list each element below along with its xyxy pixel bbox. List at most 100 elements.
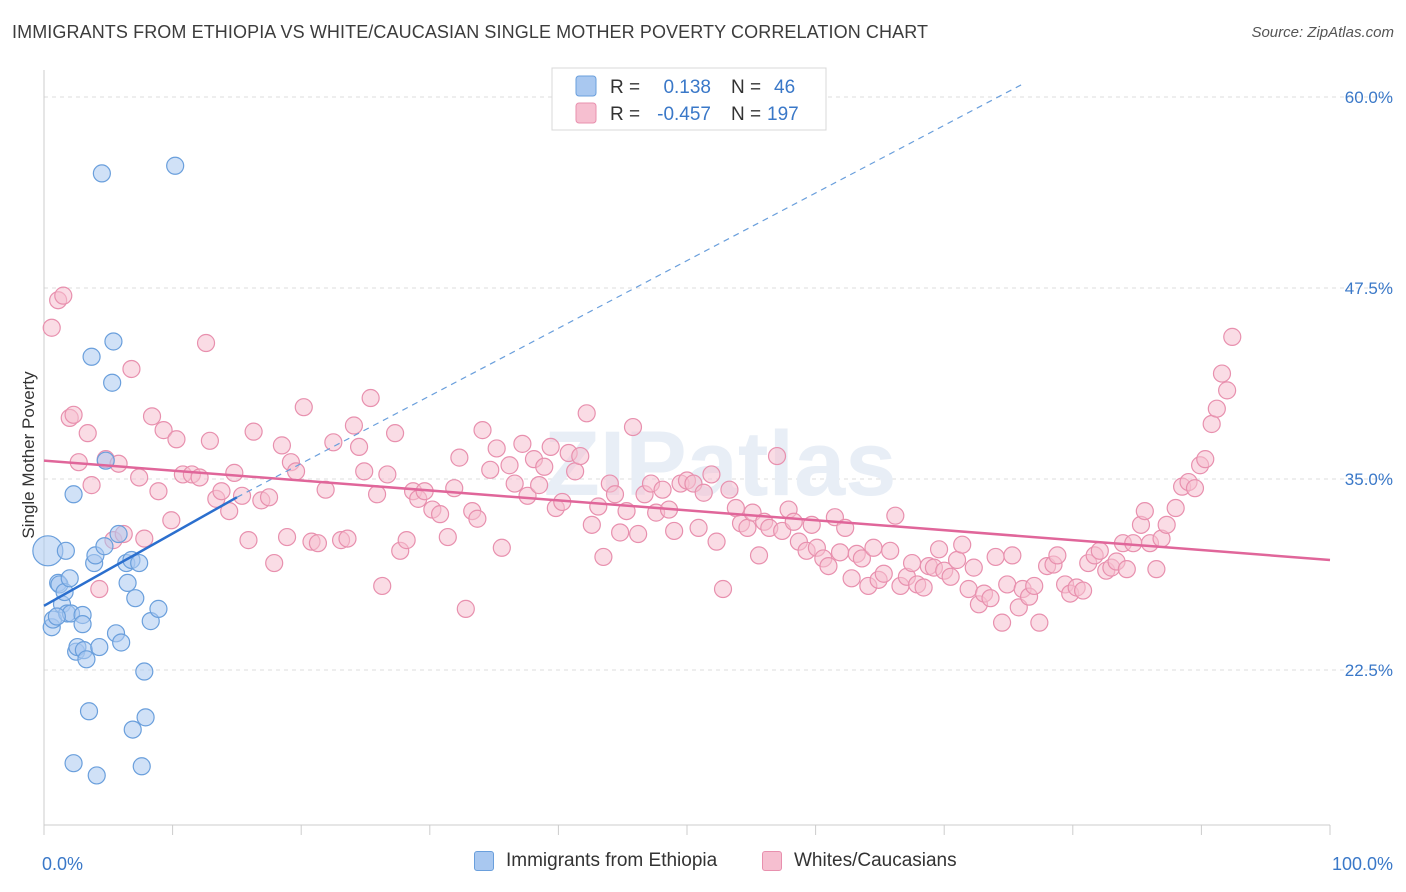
pink-point-132 xyxy=(852,549,871,568)
stats-n-label-pink: N = xyxy=(731,104,761,125)
pink-point-100 xyxy=(665,521,684,541)
blue-point-27 xyxy=(103,373,122,392)
pink-point-53 xyxy=(378,465,397,484)
pink-point-143 xyxy=(914,578,933,597)
pink-point-184 xyxy=(1147,560,1166,579)
pink-point-37 xyxy=(277,527,297,547)
pink-point-98 xyxy=(653,480,672,499)
blue-point-28 xyxy=(104,332,123,351)
stats-r-label-pink: R = xyxy=(610,104,640,125)
pink-point-134 xyxy=(864,538,883,557)
pink-point-47 xyxy=(344,416,364,435)
pink-point-85 xyxy=(577,404,596,423)
pink-point-72 xyxy=(500,456,519,475)
trend-lines xyxy=(43,84,1331,607)
pink-point-67 xyxy=(468,509,487,528)
blue-point-18 xyxy=(79,702,99,721)
blue-trend-extension xyxy=(236,84,1022,498)
pink-point-195 xyxy=(1212,364,1232,383)
pink-point-174 xyxy=(1090,541,1109,560)
pink-point-18 xyxy=(154,421,173,440)
source-credit: Source: ZipAtlas.com xyxy=(1251,24,1394,41)
pink-point-126 xyxy=(819,556,838,576)
pink-point-29 xyxy=(225,463,244,482)
blue-point-42 xyxy=(149,599,168,618)
pink-point-108 xyxy=(713,579,733,599)
pink-point-109 xyxy=(720,480,739,499)
pink-point-114 xyxy=(749,546,769,565)
pink-point-52 xyxy=(373,576,392,596)
pink-point-90 xyxy=(605,485,625,504)
pink-point-63 xyxy=(445,479,464,498)
pink-point-106 xyxy=(702,465,721,484)
pink-point-27 xyxy=(212,482,231,501)
pink-point-70 xyxy=(487,439,506,458)
blue-point-36 xyxy=(130,553,149,573)
y-tick-label-1: 35.0% xyxy=(1345,470,1393,489)
pink-point-128 xyxy=(830,543,850,562)
x-tick-label-0: 0.0% xyxy=(42,854,83,874)
blue-point-37 xyxy=(132,757,151,776)
pink-point-54 xyxy=(385,424,405,443)
pink-point-148 xyxy=(941,567,960,586)
blue-point-25 xyxy=(95,537,114,556)
stats-r-value-blue: 0.138 xyxy=(663,77,711,98)
pink-point-138 xyxy=(886,506,905,525)
stats-n-label-blue: N = xyxy=(731,77,761,98)
pink-point-83 xyxy=(566,462,585,481)
y-tick-label-2: 47.5% xyxy=(1345,279,1393,298)
blue-point-22 xyxy=(87,766,106,785)
pink-point-77 xyxy=(530,476,549,495)
watermark: ZIPatlas xyxy=(544,413,897,515)
pink-point-34 xyxy=(259,488,279,507)
legend-swatch-pink xyxy=(762,851,782,871)
pink-point-137 xyxy=(881,541,900,560)
pink-point-112 xyxy=(738,518,757,537)
blue-point-11 xyxy=(64,485,83,504)
blue-point-23 xyxy=(90,637,109,657)
pink-point-74 xyxy=(513,434,532,453)
pink-point-194 xyxy=(1207,399,1226,418)
pink-point-51 xyxy=(367,485,387,504)
pink-point-151 xyxy=(959,579,978,599)
pink-point-48 xyxy=(349,437,369,457)
legend-item-whites: Whites/Caucasians xyxy=(762,850,957,872)
pink-point-136 xyxy=(874,564,893,583)
pink-point-79 xyxy=(541,437,560,457)
blue-point-10 xyxy=(64,754,83,773)
pink-point-19 xyxy=(162,511,181,530)
y-tick-label-0: 22.5% xyxy=(1345,661,1393,680)
x-tick-label-1: 100.0% xyxy=(1332,854,1393,874)
legend-label-ethiopia: Immigrants from Ethiopia xyxy=(506,850,718,871)
legend-label-whites: Whites/Caucasians xyxy=(794,850,957,871)
blue-point-38 xyxy=(135,662,154,681)
pink-point-20 xyxy=(167,430,186,449)
pink-point-158 xyxy=(998,575,1017,594)
blue-point-44 xyxy=(60,569,79,588)
blue-point-7 xyxy=(56,541,75,560)
blue-point-39 xyxy=(136,708,155,727)
pink-point-159 xyxy=(1003,546,1022,565)
pink-point-164 xyxy=(1030,613,1049,632)
pink-point-93 xyxy=(623,417,643,437)
pink-point-31 xyxy=(239,531,258,550)
stats-legend: R = 0.138 N = 46 R = -0.457 N = 197 xyxy=(551,67,827,131)
pink-point-14 xyxy=(130,468,149,487)
blue-point-33 xyxy=(118,573,137,593)
pink-point-84 xyxy=(571,446,590,466)
pink-point-152 xyxy=(964,558,983,577)
pink-point-69 xyxy=(481,460,500,479)
blue-point-45 xyxy=(47,607,66,626)
pink-point-68 xyxy=(473,421,492,440)
pink-point-73 xyxy=(505,474,524,493)
pink-point-6 xyxy=(78,424,97,443)
pink-point-171 xyxy=(1073,581,1093,600)
pink-point-107 xyxy=(707,532,726,551)
pink-point-120 xyxy=(784,512,803,531)
y-tick-labels: 22.5% 35.0% 47.5% 60.0% xyxy=(1345,88,1393,680)
pink-point-86 xyxy=(582,515,601,534)
pink-point-49 xyxy=(355,462,374,481)
pink-point-50 xyxy=(361,388,380,408)
pink-point-192 xyxy=(1196,450,1215,469)
pink-point-7 xyxy=(82,476,101,495)
